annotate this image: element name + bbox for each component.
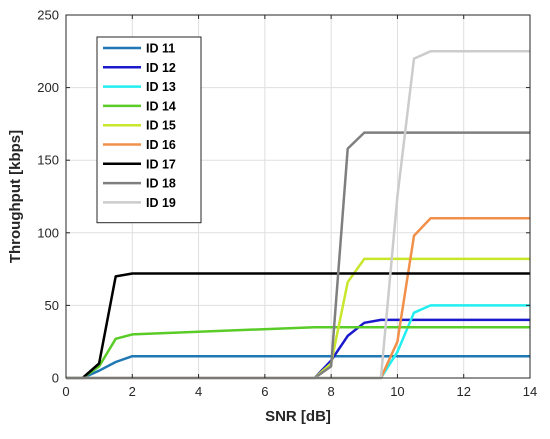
series-line-id-11 (66, 354, 530, 380)
legend-label: ID 13 (146, 80, 176, 94)
legend-label: ID 14 (146, 99, 176, 113)
legend-label: ID 19 (146, 196, 176, 210)
series-line-id-14 (66, 325, 530, 380)
x-tick-label: 12 (456, 384, 470, 399)
y-tick-label: 150 (37, 153, 59, 168)
y-axis-label: Throughput [kbps] (7, 130, 24, 263)
axes-box (65, 14, 531, 379)
legend-label: ID 18 (146, 177, 176, 191)
legend-label: ID 16 (146, 138, 176, 152)
legend-label: ID 17 (146, 157, 176, 171)
series-line-id-13 (66, 304, 530, 380)
legend-label: ID 11 (146, 42, 175, 56)
y-tick-label: 250 (37, 8, 59, 23)
y-tick-label: 0 (52, 371, 59, 386)
x-tick-label: 8 (328, 384, 335, 399)
y-tick-label: 50 (45, 298, 59, 313)
series-line-id-16 (66, 217, 530, 380)
y-axis-ticks: 0 50 100 150 200 250 (37, 8, 530, 386)
x-axis-ticks: 0 2 4 6 8 10 12 14 (62, 15, 537, 399)
y-tick-label: 200 (37, 80, 59, 95)
series-line-id-17 (66, 272, 530, 380)
x-tick-label: 10 (390, 384, 404, 399)
legend-label: ID 12 (146, 61, 176, 75)
x-tick-label: 2 (129, 384, 136, 399)
x-tick-label: 0 (62, 384, 69, 399)
x-axis-label: SNR [dB] (265, 408, 331, 425)
y-tick-label: 100 (37, 225, 59, 240)
series-line-id-15 (66, 257, 530, 380)
legend: ID 11 ID 12 ID 13 ID 14 ID 15 ID 16 ID 17 ID 18… (96, 36, 202, 224)
legend-label: ID 15 (146, 119, 176, 133)
x-tick-label: 14 (523, 384, 537, 399)
x-tick-label: 6 (261, 384, 268, 399)
x-tick-label: 4 (195, 384, 202, 399)
